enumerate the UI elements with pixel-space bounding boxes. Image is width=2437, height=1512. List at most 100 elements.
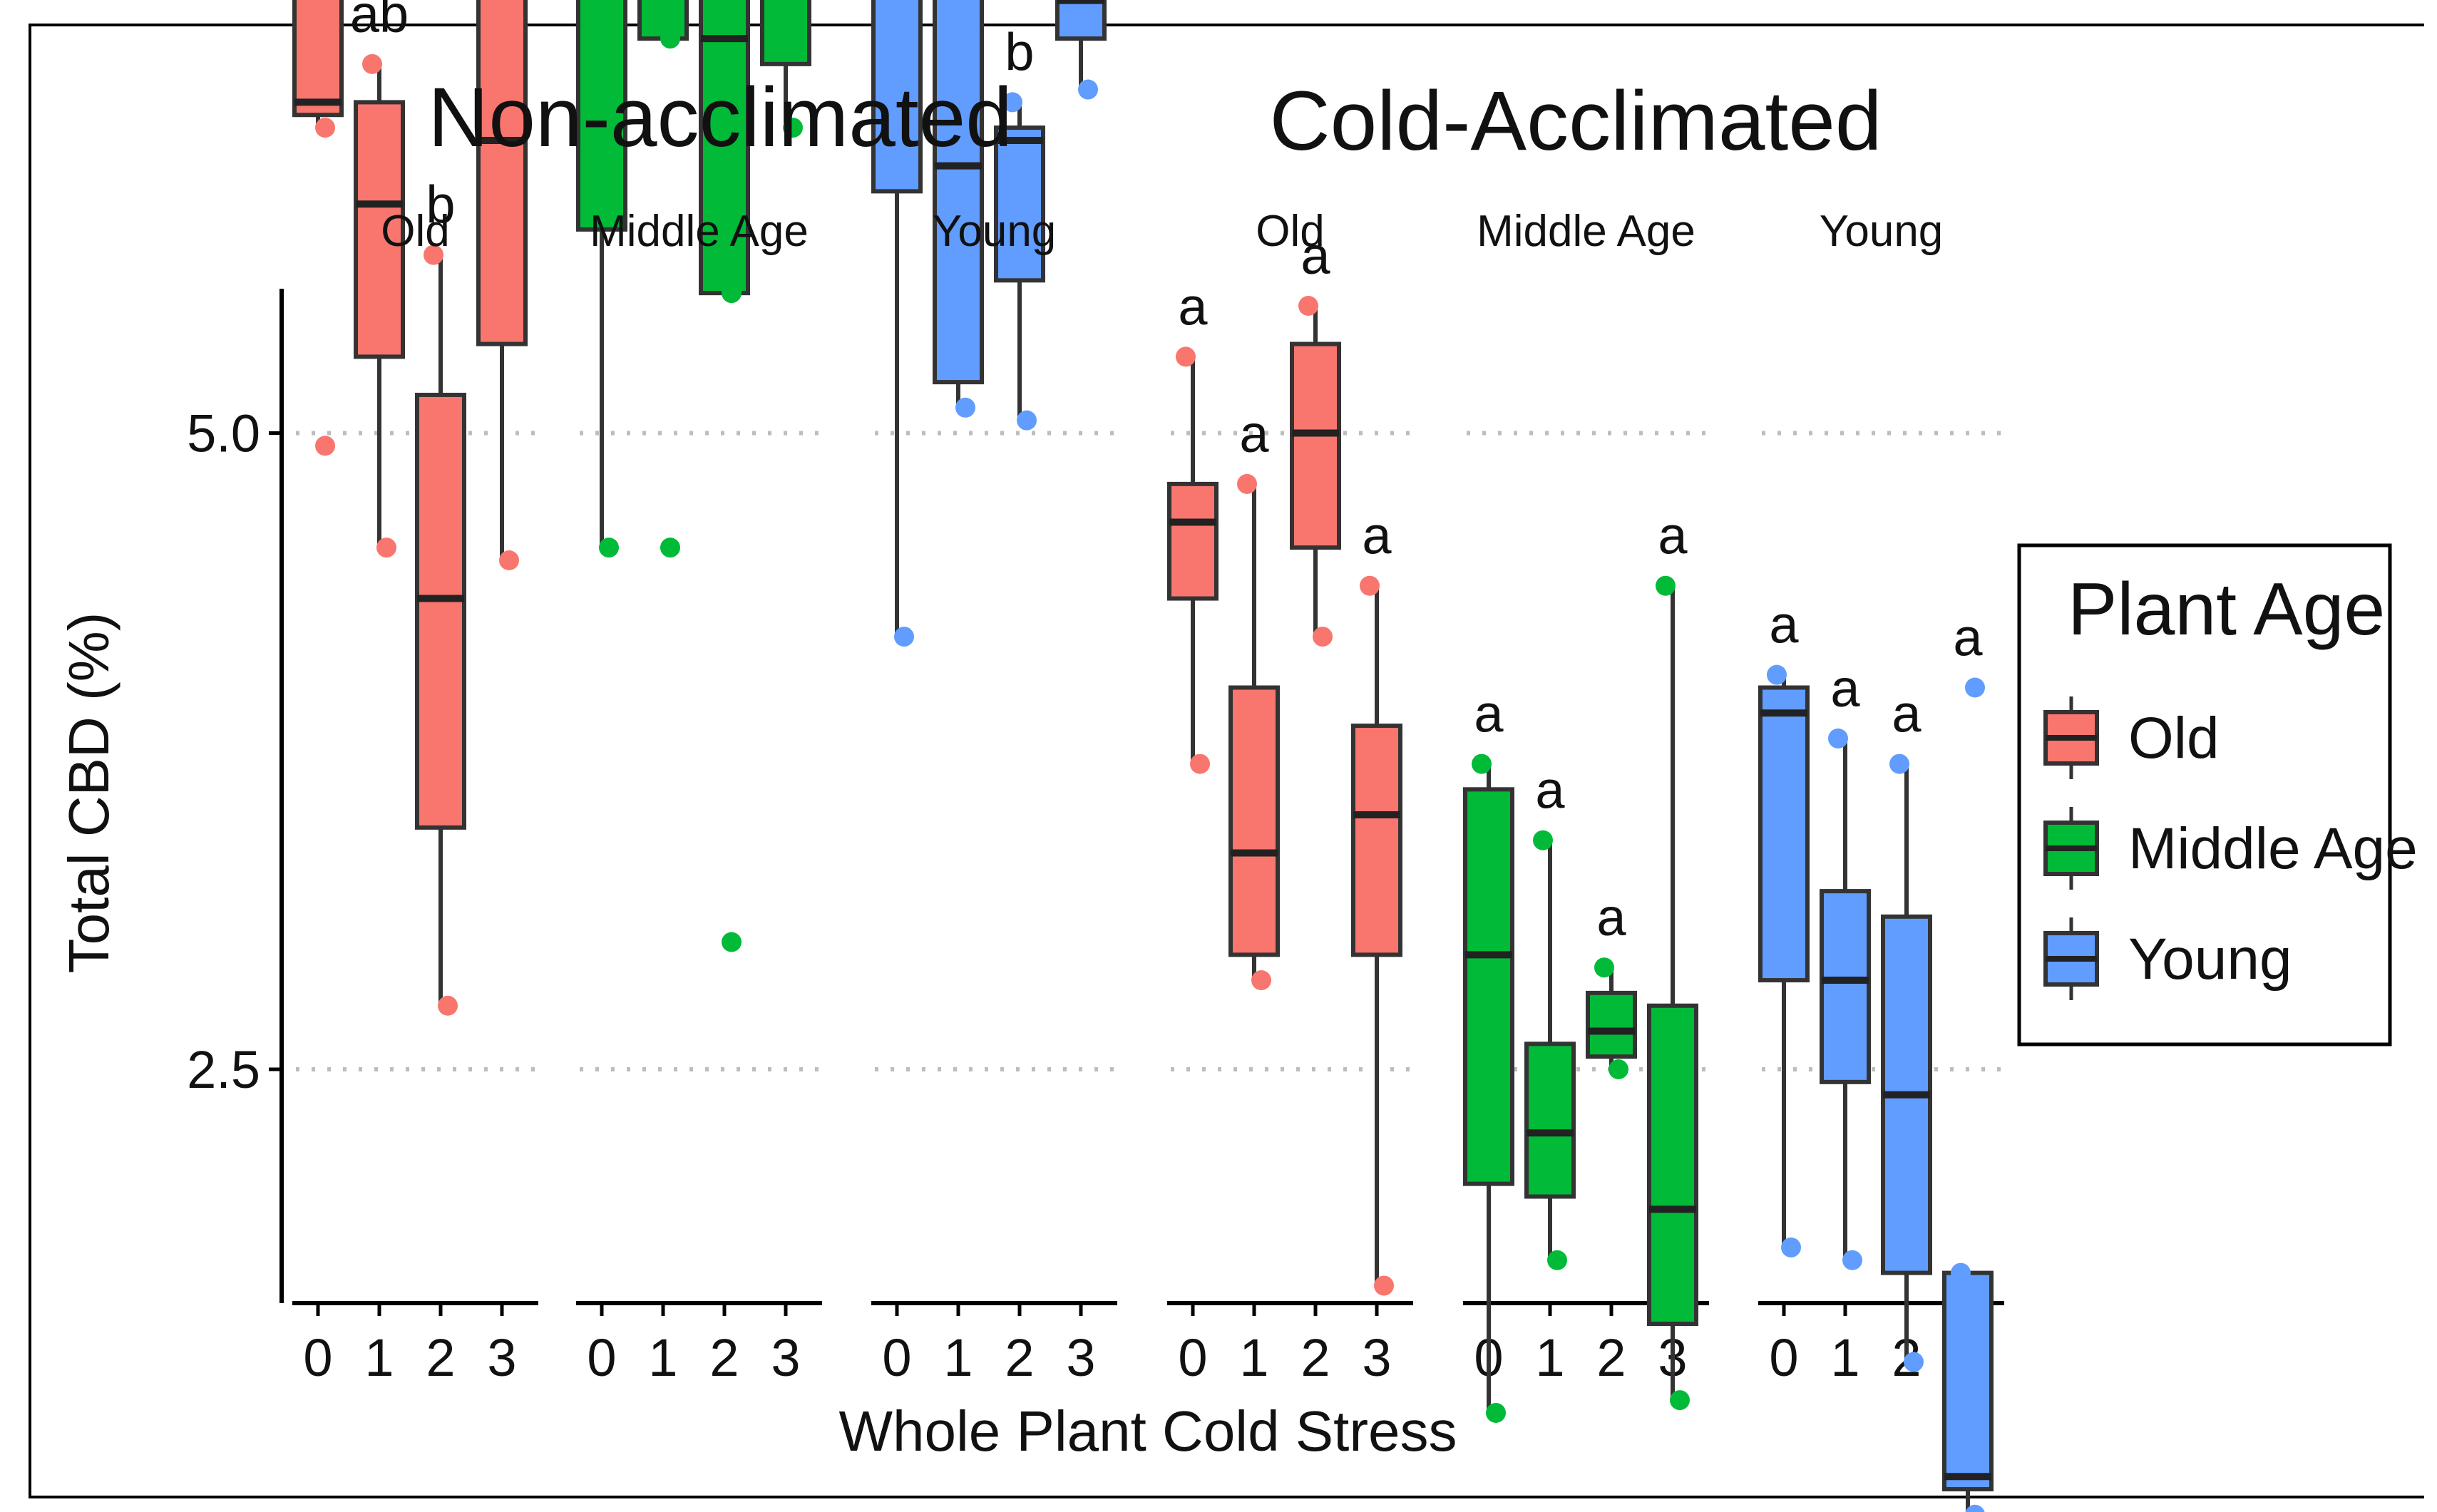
- box: [699, 0, 750, 296]
- box: [871, 0, 923, 194]
- data-point: [1609, 1059, 1628, 1079]
- x-tick-label: 2: [1300, 1328, 1330, 1387]
- data-point: [362, 53, 382, 74]
- box: [1228, 685, 1280, 957]
- facet-label: Middle Age: [590, 207, 809, 256]
- data-point: [1298, 296, 1318, 316]
- x-tick-label: 0: [587, 1328, 616, 1387]
- x-tick-label: 0: [303, 1328, 332, 1387]
- box-group: [1881, 754, 1932, 1372]
- box: [1524, 1042, 1576, 1199]
- data-point: [1017, 410, 1037, 431]
- box-group: [760, 0, 811, 138]
- labels: Non-acclimated Cold-Acclimated Whole Pla…: [57, 0, 1983, 1463]
- data-point: [1965, 1504, 1985, 1512]
- significance-letter: a: [1239, 404, 1269, 463]
- box-group: [994, 92, 1045, 431]
- legend-label: Young: [2128, 927, 2292, 992]
- y-axis-title: Total CBD (%): [57, 612, 120, 974]
- data-point: [1374, 1275, 1394, 1296]
- legend-title: Plant Age: [2068, 568, 2385, 651]
- box: [1290, 341, 1341, 550]
- box-group: [415, 245, 466, 1016]
- x-tick-label: 1: [1535, 1328, 1564, 1387]
- data-point: [1472, 754, 1492, 774]
- significance-letter: a: [1892, 684, 1922, 744]
- box: [1167, 481, 1218, 601]
- box: [933, 0, 984, 385]
- data-point: [783, 118, 803, 138]
- x-tick-label: 3: [771, 1328, 800, 1387]
- box-group: [354, 53, 405, 558]
- data-point: [1486, 1402, 1506, 1423]
- data-point: [1002, 92, 1022, 113]
- data-point: [1889, 754, 1909, 774]
- data-point: [1781, 1237, 1801, 1258]
- group-title-nonacclimated: Non-acclimated: [428, 71, 1012, 165]
- x-tick-label: 1: [943, 1328, 973, 1387]
- data-point: [1670, 1390, 1690, 1411]
- y-tick-label: 2.5: [187, 1040, 260, 1099]
- y-tick-label: 5.0: [187, 404, 260, 463]
- box: [1055, 0, 1107, 41]
- facet-label: Young: [1820, 207, 1944, 256]
- box-group: [476, 0, 528, 570]
- significance-letter: b: [426, 175, 455, 235]
- box-group: [871, 0, 923, 647]
- x-tick-label: 0: [1769, 1328, 1798, 1387]
- box-group: [1586, 957, 1637, 1079]
- x-tick-label: 2: [1596, 1328, 1626, 1387]
- data-point: [1842, 1250, 1862, 1270]
- data-point: [722, 283, 742, 304]
- data-point: [1313, 627, 1333, 647]
- significance-letter: a: [1953, 608, 1983, 667]
- significance-letter: a: [1830, 659, 1860, 718]
- data-point: [1951, 1262, 1971, 1283]
- box: [476, 0, 528, 346]
- box-group: [1524, 830, 1576, 1270]
- facet-label: Middle Age: [1477, 207, 1695, 256]
- box: [1942, 1270, 1994, 1492]
- data-point: [722, 932, 742, 952]
- data-point: [438, 995, 458, 1016]
- box-group: [1228, 473, 1280, 991]
- box-group: [1758, 664, 1810, 1258]
- box: [1351, 724, 1402, 957]
- x-tick-label: 3: [1066, 1328, 1095, 1387]
- box-group: [1351, 575, 1402, 1296]
- x-tick-label: 3: [1362, 1328, 1391, 1387]
- box: [415, 392, 466, 830]
- box-group: [1820, 728, 1871, 1270]
- significance-letter: a: [1769, 595, 1799, 654]
- plot-area: [292, 0, 1994, 1512]
- box: [292, 0, 344, 118]
- box: [1820, 889, 1871, 1084]
- box-group: [1055, 0, 1107, 100]
- box-group: [1290, 296, 1341, 647]
- data-point: [599, 538, 619, 558]
- data-point: [1594, 957, 1614, 978]
- data-point: [1533, 830, 1553, 850]
- data-point: [376, 538, 396, 558]
- data-point: [315, 436, 335, 456]
- box: [1758, 685, 1810, 983]
- x-tick-label: 0: [1178, 1328, 1207, 1387]
- significance-letter: a: [1596, 888, 1626, 947]
- figure-border: [29, 24, 2424, 1498]
- data-point: [499, 550, 519, 570]
- facet-label: Old: [1256, 207, 1324, 256]
- significance-letter: a: [1178, 277, 1208, 336]
- box-group: [1167, 346, 1218, 774]
- axes: 2.55.07.510.0012301230123012301230123: [187, 289, 2004, 1387]
- significance-letter: a: [1658, 506, 1688, 565]
- data-point: [1190, 754, 1210, 774]
- data-point: [894, 627, 914, 647]
- data-point: [1360, 575, 1380, 596]
- x-tick-label: 0: [882, 1328, 911, 1387]
- significance-letter: a: [1362, 506, 1392, 565]
- x-tick-label: 1: [364, 1328, 394, 1387]
- data-point: [1237, 473, 1257, 494]
- legend: Plant Age Old Middle Age Young: [2017, 543, 2418, 1046]
- x-tick-label: 1: [1239, 1328, 1268, 1387]
